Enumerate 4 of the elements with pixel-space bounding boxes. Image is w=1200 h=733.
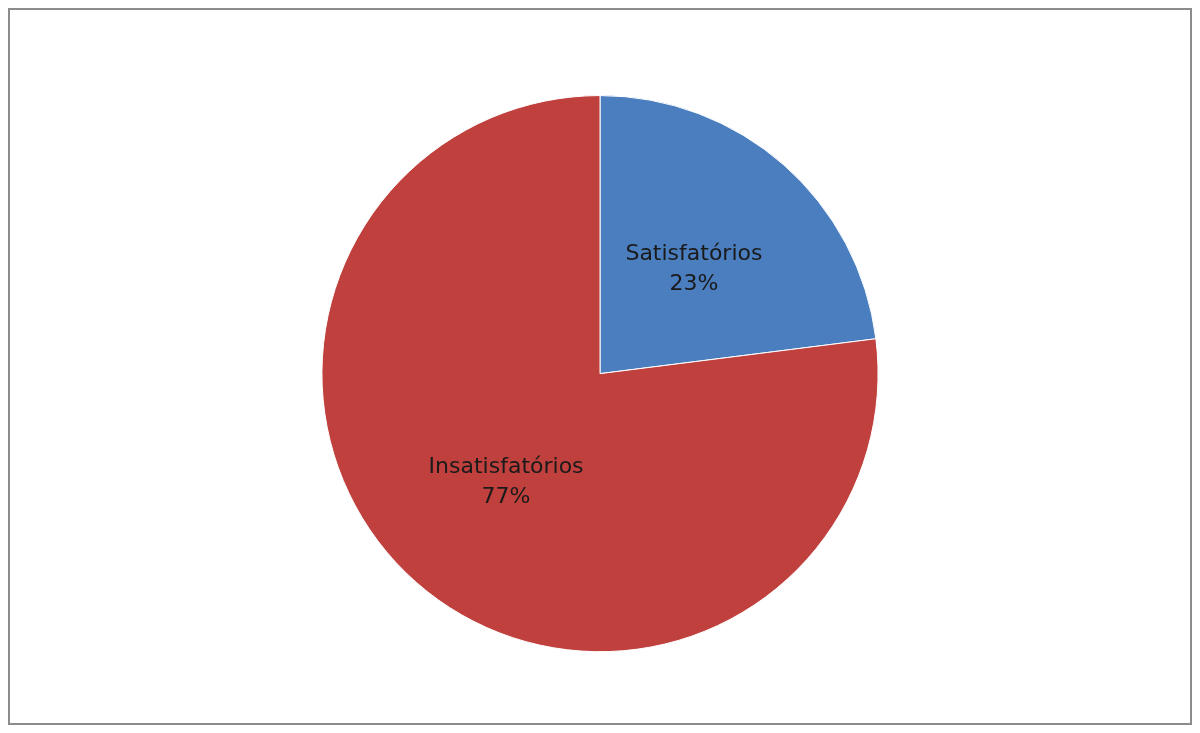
slice-label: Satisfatórios — [625, 239, 763, 265]
data-label: 23% — [669, 269, 719, 295]
data-label: 77% — [481, 482, 531, 508]
slice-label: Insatisfatórios — [428, 452, 584, 478]
